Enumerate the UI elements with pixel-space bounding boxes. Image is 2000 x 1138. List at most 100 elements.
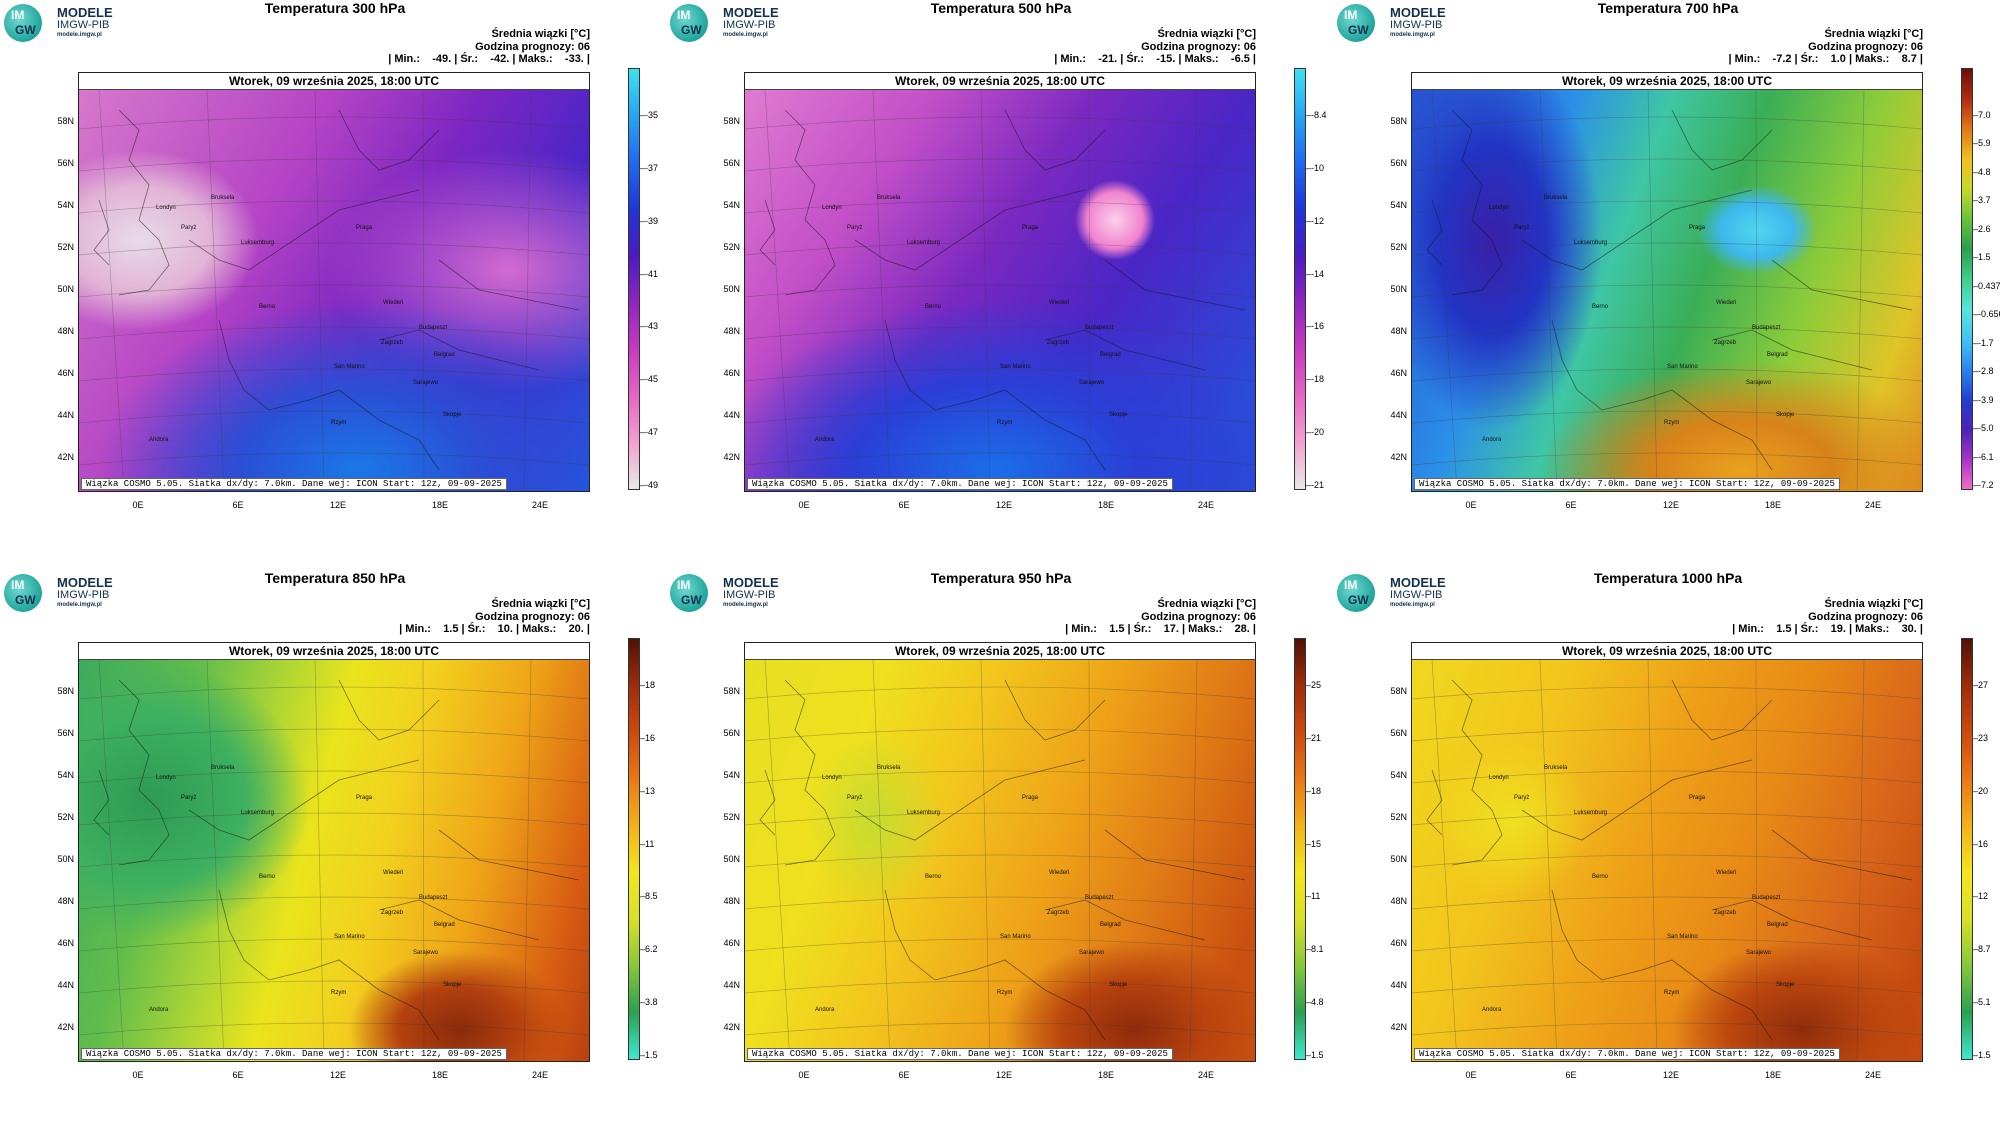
forecast-hour: Godzina prognozy: 06 [1808,611,1923,623]
imgw-logo-icon: IM GW [4,574,42,612]
latitude-line [79,980,589,994]
longitude-line [1539,660,1558,1061]
imgw-logo-icon: IM GW [670,4,708,42]
color-scale-tick: –5.1 [1973,997,1991,1008]
latitude-line [1412,368,1922,382]
city-label: Belgrad [434,352,455,358]
city-label: Sarajewo [1079,380,1105,386]
longitude-label: 12E [329,1070,346,1080]
imgw-logo-icon: IM GW [1337,4,1375,42]
city-label: Paryż [1514,225,1530,231]
border-line [378,899,540,941]
map-date-title: Wtorek, 09 września 2025, 18:00 UTC [79,73,589,90]
logo-title: MODELE [57,5,113,20]
longitude-line [764,90,791,491]
logo-gw-text: GW [15,23,36,37]
color-scale-tick: –7.0 [1973,110,1991,120]
temperature-map[interactable]: Londyn Bruksela Paryż Luksemburg Praga Wiedeń… [78,72,590,492]
city-label: Praga [356,795,373,801]
latitude-label: 48N [1390,326,1407,336]
latitude-label: 58N [723,686,740,696]
color-scale-tick: –0.437 [1973,280,2000,291]
logo-subtitle: IMGW-PIB [723,19,776,31]
latitude-line [745,410,1255,424]
latitude-label: 46N [57,938,74,948]
imgw-logo: IM GW MODELE IMGW-PIB modele.imgw.pl [1337,574,1467,614]
latitude-label: 50N [723,854,740,864]
color-scale-bar [1961,68,1973,490]
longitude-line [314,90,325,491]
color-scale-tick: –-14 [1306,268,1325,279]
color-scale-tick: –20 [1973,785,1989,796]
city-label: Luksemburg [241,240,275,246]
border-line [1521,759,1753,841]
longitude-label: 6E [1565,1070,1577,1080]
latitude-label: 48N [57,896,74,906]
city-label: Wiedeń [383,870,404,876]
longitude-label: 24E [1864,500,1881,510]
map-panel: IM GW MODELE IMGW-PIB modele.imgw.pl Temperat… [666,570,1332,1138]
city-label: Budapeszt [419,325,448,331]
latitude-label: 44N [1390,410,1407,420]
latitude-label: 56N [1390,158,1407,168]
longitude-label: 18E [1764,500,1781,510]
latitude-line [1412,284,1922,298]
longitude-label: 0E [798,500,810,510]
logo-subtitle: IMGW-PIB [57,589,110,601]
color-scale-tick: –18 [1306,785,1322,796]
color-scale-tick: –-21 [1306,480,1325,490]
temperature-map[interactable]: Londyn Bruksela Paryż Luksemburg Praga Wiedeń… [744,72,1256,492]
map-graticule [745,660,1255,1061]
map-date-title: Wtorek, 09 września 2025, 18:00 UTC [79,643,589,660]
longitude-label: 0E [132,1070,144,1080]
logo-url: modele.imgw.pl [1390,602,1435,608]
color-scale-tick: –-6.1 [1973,451,1994,462]
border-line [378,329,540,371]
temperature-map[interactable]: Londyn Bruksela Paryż Luksemburg Praga Wiedeń… [1411,72,1923,492]
longitude-label: 12E [1662,1070,1679,1080]
logo-url: modele.imgw.pl [57,602,102,608]
latitude-label: 44N [723,980,740,990]
latitude-line [79,158,589,172]
latitude-label: 54N [1390,770,1407,780]
city-label: Andora [815,437,835,443]
longitude-line [980,660,991,1061]
latitude-line [79,116,589,130]
logo-url: modele.imgw.pl [57,32,102,38]
temperature-map[interactable]: Londyn Bruksela Paryż Luksemburg Praga Wiedeń… [744,642,1256,1062]
logo-title: MODELE [723,5,779,20]
temperature-field: Londyn Bruksela Paryż Luksemburg Praga Wiedeń… [745,660,1255,1061]
city-label: Berno [259,874,276,880]
city-label: Luksemburg [1574,810,1608,816]
latitude-label: 50N [1390,854,1407,864]
longitude-line [872,90,891,491]
temperature-map[interactable]: Londyn Bruksela Paryż Luksemburg Praga Wiedeń… [1411,642,1923,1062]
longitude-label: 12E [995,1070,1012,1080]
latitude-line [1412,686,1922,700]
border-line [759,769,776,836]
city-label: Belgrad [1767,922,1788,928]
city-label: Sarajewo [1746,950,1772,956]
temperature-map[interactable]: Londyn Bruksela Paryż Luksemburg Praga Wiedeń… [78,642,590,1062]
imgw-logo: IM GW MODELE IMGW-PIB modele.imgw.pl [4,574,134,614]
city-label: Luksemburg [241,810,275,816]
temperature-field: Londyn Bruksela Paryż Luksemburg Praga Wiedeń… [79,660,589,1061]
city-label: San Marino [334,934,365,940]
city-label: Skopje [443,982,462,988]
latitude-label: 56N [57,158,74,168]
latitude-label: 52N [723,242,740,252]
border-line [338,679,440,741]
city-label: Bruksela [1544,765,1568,771]
latitude-line [1412,200,1922,214]
logo-im-text: IM [677,578,691,592]
latitude-label: 58N [57,116,74,126]
panel-title: Temperatura 500 hPa [930,0,1072,16]
latitude-label: 44N [57,980,74,990]
latitude-line [745,200,1255,214]
map-panel: IM GW MODELE IMGW-PIB modele.imgw.pl Temperat… [0,570,666,1138]
city-label: Berno [1592,304,1609,310]
logo-im-text: IM [11,578,25,592]
latitude-line [745,728,1255,742]
city-label: Paryż [847,225,863,231]
logo-url: modele.imgw.pl [1390,32,1435,38]
